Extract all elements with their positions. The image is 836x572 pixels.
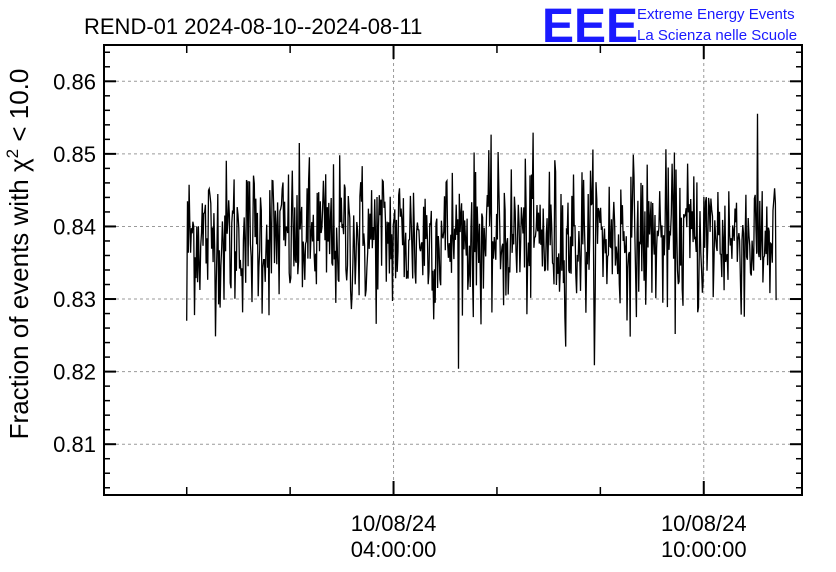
y-axis-label-prefix: Fraction of events with χ	[4, 158, 34, 439]
y-tick-label: 0.83	[53, 287, 96, 312]
axes: 0.810.820.830.840.850.8610/08/2404:00:00…	[53, 44, 803, 562]
chart-title: REND-01 2024-08-10--2024-08-11	[84, 14, 422, 39]
series-line	[186, 113, 777, 369]
y-axis-label: Fraction of events with χ2 < 10.0	[3, 69, 34, 440]
logo-line1: Extreme Energy Events	[637, 6, 795, 23]
logo-line2: La Scienza nelle Scuole	[637, 27, 797, 44]
x-tick-label-time: 10:00:00	[661, 537, 747, 562]
y-tick-label: 0.84	[53, 214, 96, 239]
x-tick-label-date: 10/08/24	[351, 511, 437, 536]
y-tick-label: 0.82	[53, 360, 96, 385]
y-tick-label: 0.86	[53, 69, 96, 94]
y-axis-label-sup: 2	[3, 149, 22, 158]
series-layer	[186, 113, 777, 369]
eee-logo: EEE Extreme Energy Events La Scienza nel…	[542, 0, 797, 53]
y-tick-label: 0.81	[53, 432, 96, 457]
x-tick-label-date: 10/08/24	[661, 511, 747, 536]
plot-frame	[103, 44, 803, 496]
y-tick-label: 0.85	[53, 142, 96, 167]
x-tick-label-time: 04:00:00	[351, 537, 437, 562]
y-axis-label-suffix: < 10.0	[4, 69, 34, 149]
